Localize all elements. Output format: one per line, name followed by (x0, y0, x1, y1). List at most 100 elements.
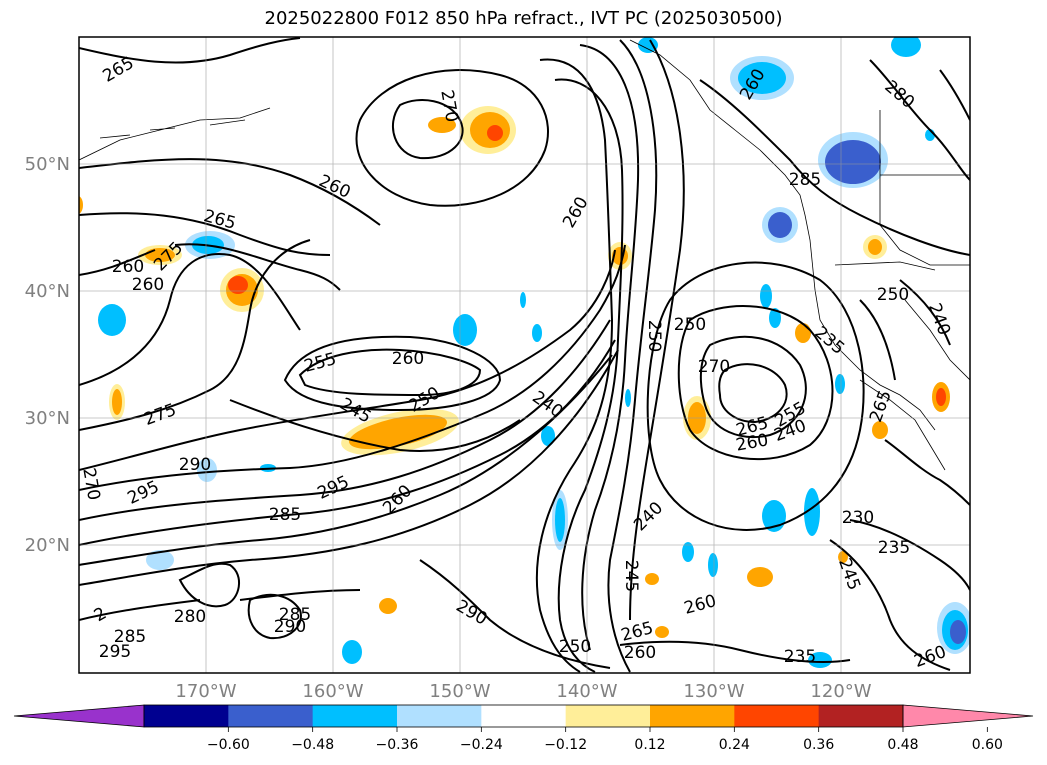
graticule (79, 37, 970, 673)
colorbar-segment (734, 705, 820, 727)
lat-label-50n: 50°N (25, 154, 70, 175)
ivt-positive-area (112, 389, 122, 415)
contour-label: 285 (114, 627, 146, 647)
colorbar-extend-high (902, 704, 1034, 728)
ivt-negative-area (708, 553, 718, 577)
lon-label-170w: 170°W (175, 681, 236, 702)
contour-label: 250 (644, 320, 664, 352)
ivt-negative-area (804, 488, 820, 536)
ivt-negative-area (197, 458, 217, 482)
refractivity-contours (79, 37, 970, 673)
contour-label: 260 (112, 257, 144, 277)
ivt-negative-area (950, 620, 966, 644)
colorbar-segment (144, 705, 229, 727)
colorbar-tick-label: −0.36 (376, 737, 419, 753)
ivt-negative-area (146, 550, 174, 570)
contour-label: 250 (877, 285, 909, 305)
ivt-negative-area (555, 498, 565, 542)
colorbar-segment (818, 705, 904, 727)
colorbar-tick-label: 0.36 (803, 737, 834, 753)
colorbar-tick-label: −0.48 (291, 737, 334, 753)
ivt-positive-area (349, 414, 447, 450)
contour-label: 295 (99, 642, 131, 662)
ivt-negative-area (98, 304, 126, 336)
ivt-negative-area (638, 37, 658, 53)
contour-label: 235 (784, 647, 816, 667)
contour-label: 290 (179, 455, 211, 475)
ivt-positive-area (655, 626, 669, 638)
colorbar-frame (143, 704, 904, 728)
map-frame (78, 36, 971, 674)
lon-label-150w: 150°W (429, 681, 490, 702)
contour-label: 260 (624, 643, 656, 663)
ivt-positive-area (872, 421, 888, 439)
ivt-negative-area (835, 374, 845, 394)
ivt-positive-area (228, 276, 248, 294)
colorbar-tick-label: 0.24 (719, 737, 750, 753)
colorbar-segment (397, 705, 482, 727)
ivt-negative-area (520, 292, 526, 308)
contour-label: 270 (78, 466, 103, 501)
colorbar-extend-low (13, 704, 145, 728)
contour-label: 250 (559, 637, 591, 657)
colorbar-tick-label: −0.24 (460, 737, 503, 753)
contour-label: 260 (392, 349, 424, 369)
ivt-positive-area (487, 125, 503, 141)
ivt-negative-area (768, 212, 792, 238)
contour-label: 270 (698, 357, 730, 377)
ivt-negative-area (682, 542, 694, 562)
ivt-shading (79, 37, 970, 668)
contour-label: 285 (279, 605, 311, 625)
ivt-negative-area (760, 284, 772, 308)
colorbar-segment (228, 705, 314, 727)
lon-label-120w: 120°W (810, 681, 871, 702)
colorbar-segment (650, 705, 735, 727)
ivt-negative-area (625, 389, 631, 407)
coastlines (79, 39, 970, 471)
ivt-negative-area (825, 140, 881, 184)
lon-label-140w: 140°W (556, 681, 617, 702)
contour-label: 285 (269, 505, 301, 525)
ivt-negative-area (738, 62, 786, 94)
ivt-positive-area (868, 239, 882, 255)
contour-label: 290 (274, 617, 306, 637)
colorbar: −0.60 −0.48 −0.36 −0.24 −0.12 0.12 0.24 0.36 0.4… (13, 704, 1034, 753)
map-title: 2025022800 F012 850 hPa refract., IVT PC… (264, 8, 783, 29)
ivt-positive-area (79, 196, 83, 214)
lat-label-20n: 20°N (25, 535, 70, 556)
ivt-positive-area (379, 598, 397, 614)
colorbar-tick-label: 0.48 (887, 737, 918, 753)
lat-label-30n: 30°N (25, 408, 70, 429)
colorbar-segment (312, 705, 398, 727)
contour-label: 230 (842, 508, 874, 528)
contour-label: 280 (174, 607, 206, 627)
colorbar-segment (481, 705, 567, 727)
colorbar-tick-label: −0.60 (207, 737, 250, 753)
contour-label: 250 (674, 315, 706, 335)
ivt-negative-area (769, 308, 781, 328)
ivt-positive-area (428, 117, 456, 133)
ivt-negative-area (532, 324, 542, 342)
contour-label: 260 (132, 275, 164, 295)
colorbar-tick-label: 0.60 (972, 737, 1003, 753)
contour-label: 245 (621, 560, 641, 592)
lon-label-160w: 160°W (302, 681, 363, 702)
ivt-positive-area (645, 573, 659, 585)
ivt-positive-area (936, 388, 946, 406)
ivt-negative-area (541, 426, 555, 446)
contour-label: 285 (789, 170, 821, 190)
latitude-labels: 20°N 30°N 40°N 50°N (25, 154, 70, 556)
longitude-labels: 170°W 160°W 150°W 140°W 130°W 120°W (175, 681, 871, 702)
map-background (79, 37, 970, 673)
colorbar-tick-label: 0.12 (634, 737, 665, 753)
ivt-negative-area (808, 652, 832, 668)
ivt-negative-area (453, 314, 477, 346)
colorbar-tick-label: −0.12 (544, 737, 587, 753)
ivt-negative-area (342, 640, 362, 664)
lon-label-130w: 130°W (683, 681, 744, 702)
ivt-positive-area (747, 567, 773, 587)
colorbar-segment (565, 705, 651, 727)
contour-label: 235 (878, 538, 910, 558)
